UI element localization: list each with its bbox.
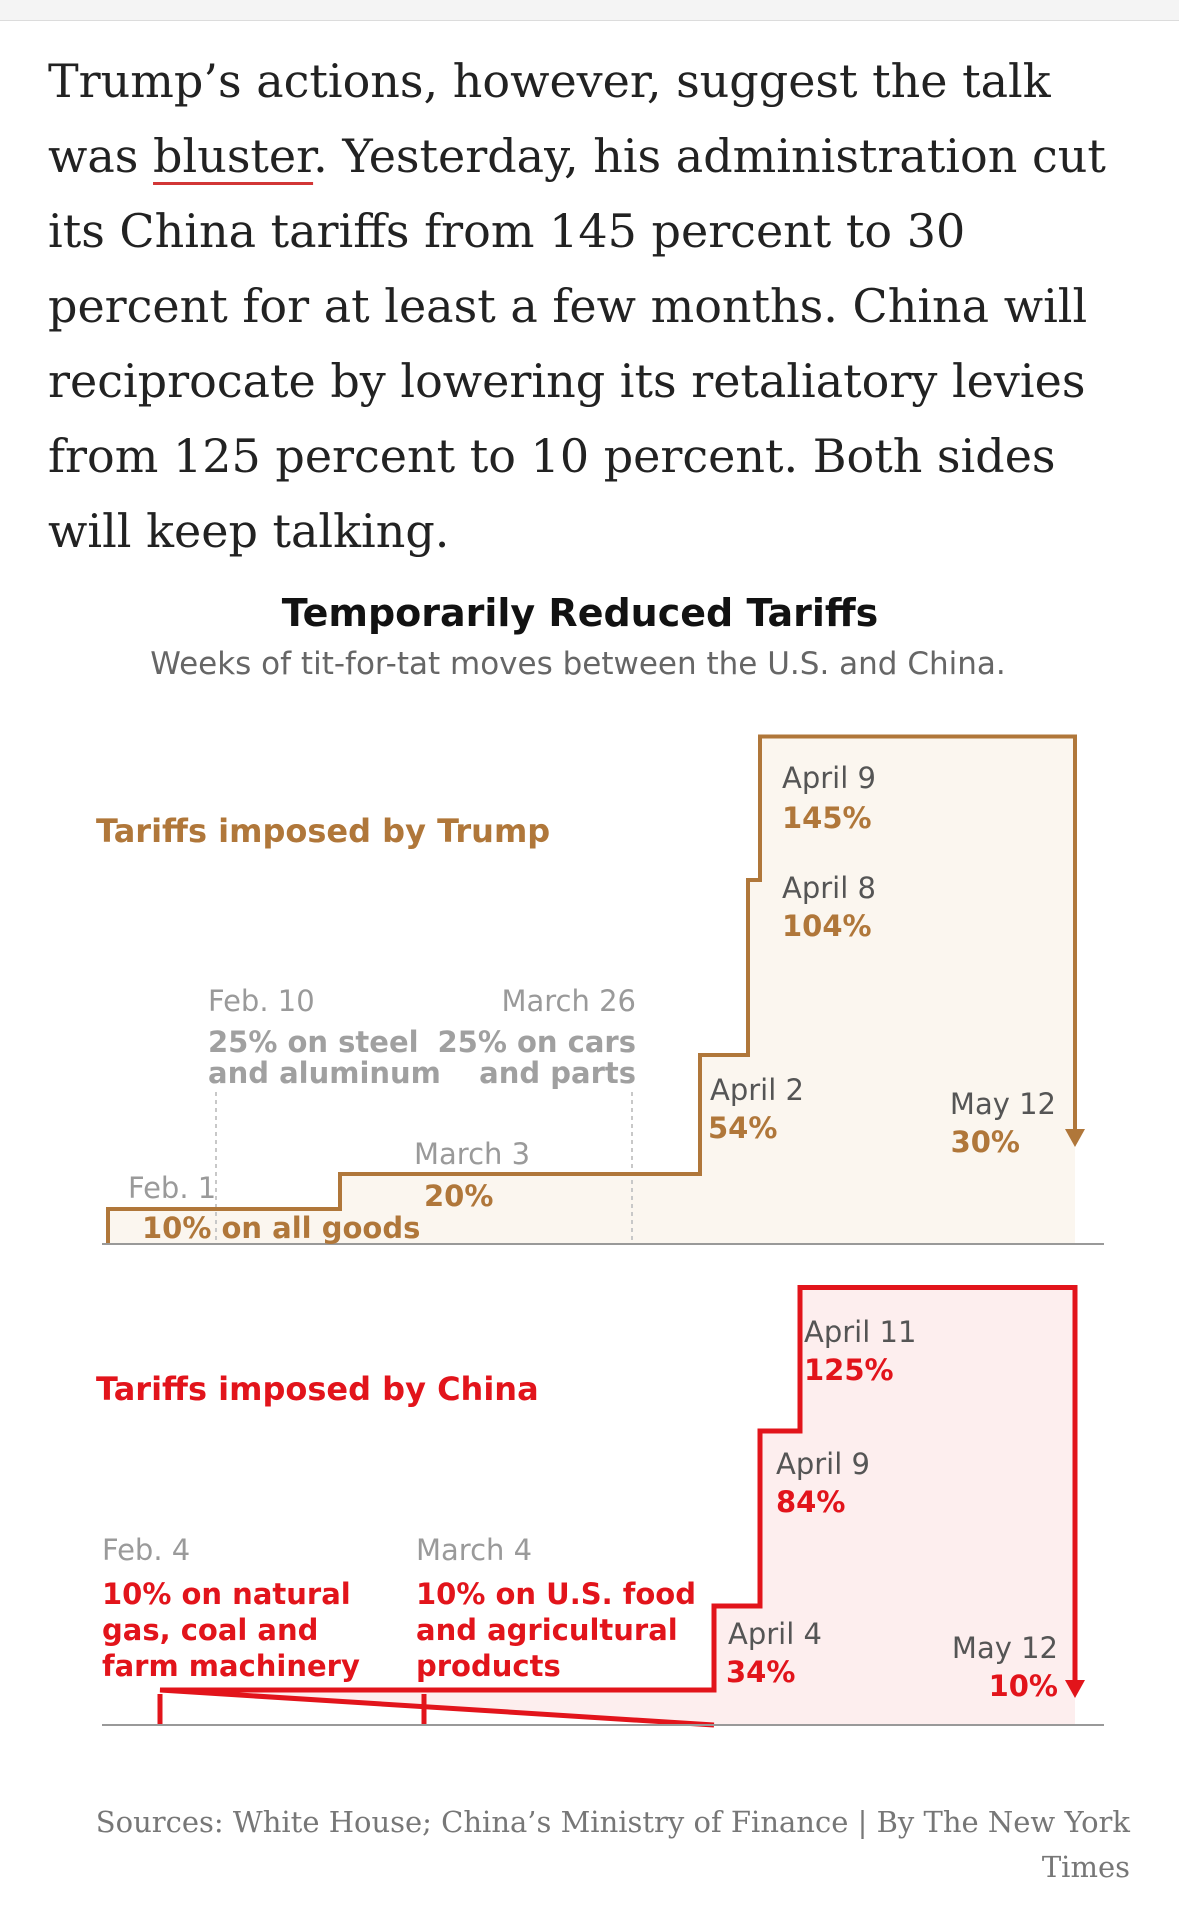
- trump-end-arrow: [1065, 1129, 1085, 1147]
- china-step-line: [159, 1285, 1078, 1728]
- trump-apr8-value: 104%: [782, 909, 872, 943]
- trump-apr9-value: 145%: [782, 801, 872, 835]
- china-may12-date: May 12: [952, 1631, 1058, 1665]
- trump-feb1-date: Feb. 1: [128, 1171, 216, 1205]
- china-feb4-note-line3: farm machinery: [102, 1649, 360, 1683]
- china-apr9-date: April 9: [776, 1447, 870, 1481]
- trump-feb1-note: 10% on all goods: [142, 1211, 420, 1245]
- trump-series-title: Tariffs imposed by Trump: [96, 812, 550, 850]
- china-mar4-note-line1: 10% on U.S. food: [416, 1577, 696, 1611]
- trump-mar26-date: March 26: [501, 984, 636, 1018]
- china-mar4-date: March 4: [416, 1533, 532, 1567]
- china-mar4-note-line3: products: [416, 1649, 561, 1683]
- china-end-arrow: [1065, 1680, 1085, 1698]
- trump-mar26-note-line1: 25% on cars: [438, 1025, 637, 1059]
- chart-source-credit: Sources: White House; China’s Ministry o…: [95, 1805, 1130, 1884]
- china-apr4-value: 34%: [726, 1655, 795, 1689]
- china-apr9-value: 84%: [776, 1485, 845, 1519]
- china-apr11-value: 125%: [804, 1353, 894, 1387]
- trump-mar3-date: March 3: [414, 1137, 530, 1171]
- china-apr11-date: April 11: [804, 1315, 916, 1349]
- trump-feb10-note-line1: 25% on steel: [208, 1025, 419, 1059]
- trump-step-line: [106, 734, 1077, 1244]
- trump-panel: Tariffs imposed by Trump Feb. 1 10% on a…: [96, 734, 1104, 1245]
- trump-feb10-date: Feb. 10: [208, 984, 315, 1018]
- bluster-link[interactable]: bluster: [153, 129, 314, 183]
- top-toolbar-strip: [0, 0, 1179, 21]
- trump-mar3-value: 20%: [424, 1179, 493, 1213]
- article-text-before: Trump’s actions, however, suggest the ta…: [48, 54, 1051, 183]
- china-may12-value: 10%: [989, 1669, 1058, 1703]
- china-area-fill: [160, 1287, 1075, 1725]
- trump-area-fill: [108, 736, 1075, 1244]
- trump-feb10-note-line2: and aluminum: [208, 1056, 441, 1090]
- trump-apr2-value: 54%: [708, 1111, 777, 1145]
- china-feb4-date: Feb. 4: [102, 1533, 190, 1567]
- article-paragraph: Trump’s actions, however, suggest the ta…: [48, 44, 1148, 569]
- article-text-after: . Yesterday, his administration cut its …: [48, 129, 1106, 558]
- china-series-title: Tariffs imposed by China: [96, 1370, 539, 1408]
- china-mar4-note-line2: and agricultural: [416, 1613, 678, 1647]
- trump-mar26-note-line2: and parts: [479, 1056, 636, 1090]
- trump-apr9-date: April 9: [782, 761, 876, 795]
- chart-title: Temporarily Reduced Tariffs: [282, 591, 879, 635]
- trump-apr2-date: April 2: [710, 1073, 804, 1107]
- china-panel: Tariffs imposed by China Feb. 4 10% on n…: [96, 1285, 1104, 1728]
- trump-may12-date: May 12: [950, 1087, 1056, 1121]
- china-feb4-note-line1: 10% on natural: [102, 1577, 351, 1611]
- china-feb4-note-line2: gas, coal and: [102, 1613, 318, 1647]
- trump-apr8-date: April 8: [782, 871, 876, 905]
- china-apr4-date: April 4: [728, 1617, 822, 1651]
- chart-subtitle: Weeks of tit-for-tat moves between the U…: [150, 646, 1006, 682]
- trump-may12-value: 30%: [951, 1125, 1020, 1159]
